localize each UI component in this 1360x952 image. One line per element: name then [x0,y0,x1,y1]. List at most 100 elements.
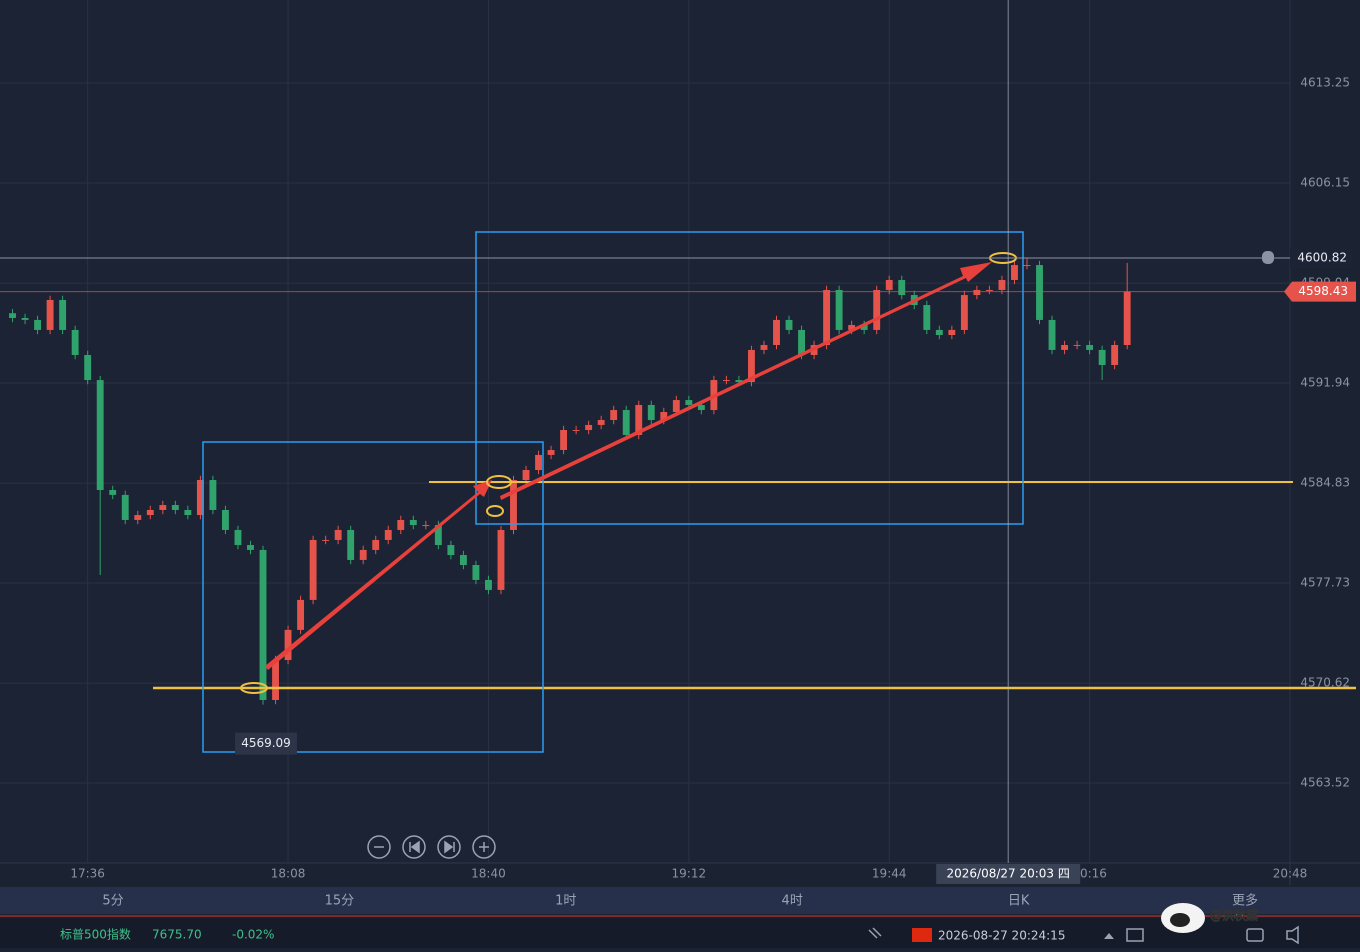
candle-body [848,325,856,330]
zoom-in-button[interactable] [472,835,496,859]
arrow [265,480,492,670]
candle-body [785,319,793,330]
candle-body [59,299,67,330]
next-button[interactable] [437,835,461,859]
last-price-tag [1284,281,1356,302]
symbol-change: -0.02% [232,928,274,942]
x-tick-label: 19:44 [872,867,907,881]
timeframe-tab[interactable]: 15分 [325,894,355,909]
timeframe-tab[interactable]: 4时 [782,894,803,909]
drawings [153,231,1356,753]
symbol-price: 7675.70 [152,928,202,942]
candle-body [159,505,167,510]
timeframe-tab[interactable]: 5分 [102,894,123,909]
x-tick-label: 19:12 [672,867,707,881]
zoom-out-button[interactable] [367,835,391,859]
candle-body [935,329,943,336]
crosshair-label: 2026/08/27 20:03 四 [947,867,1070,881]
candle-body [535,454,542,470]
flag [912,928,932,942]
footer-icons [868,925,1299,945]
candle-body [998,279,1006,290]
candle-body [109,489,117,495]
candle-body [948,329,956,336]
candle-body [510,479,517,530]
arrow [500,262,992,500]
candle-body [134,515,142,520]
candle-body [184,509,192,516]
candle-body [284,629,292,661]
candle-body [622,410,630,435]
symbol-name[interactable]: 标普500指数 [60,927,131,942]
weibo-logo [1170,913,1190,927]
candle-body [485,579,492,590]
candle-body [835,289,843,330]
marker [486,475,512,489]
icon[interactable] [1286,925,1299,945]
timeframe-tabs: 5分 15分 1时 4时 日K 更多 [102,893,1258,909]
high-label-bg [1290,248,1352,269]
footer-bar [0,918,1360,948]
candle-body [34,319,42,330]
timeframe-tab[interactable]: 日K [1008,894,1030,909]
candle-body [1073,345,1081,347]
bell-icon [1262,251,1274,265]
candle-body [873,289,881,330]
candle-body [985,289,993,291]
candle-body [372,539,380,550]
x-tick-label: 20:48 [1273,867,1308,881]
candle-body [685,400,693,405]
watermark: @洪秋黛 [1161,903,1259,933]
candle-body [347,529,355,560]
timeframe-tab[interactable]: 1时 [555,894,576,909]
candle-body [497,529,505,590]
candle-body [209,479,217,510]
candle-body [322,539,330,541]
box [202,441,544,753]
y-tick-label: 4591.94 [1300,376,1350,390]
candle-body [647,404,655,421]
prev-button[interactable] [402,835,426,859]
candle-body [472,565,480,580]
candle-body [422,525,430,527]
expand-icon[interactable] [1104,933,1114,939]
icon[interactable] [1126,928,1144,942]
candle-body [384,529,392,540]
candle-body [397,519,405,530]
candle-body [1111,345,1119,365]
candle-body [748,349,755,383]
candle-body [1098,349,1106,365]
y-tick-label: 4563.52 [1300,776,1350,790]
x-tick-label: 20:16 [1072,867,1107,881]
candle-body [21,317,29,320]
icon[interactable] [1246,928,1264,942]
candle-body [585,424,593,431]
timeframe-tab[interactable]: 更多 [1232,893,1258,909]
candle-body [359,549,367,560]
plot-area [0,0,1290,863]
candle-body [885,279,893,290]
candle-body [1061,345,1069,350]
low-label: 4569.09 [241,736,291,750]
candle-body [960,295,968,330]
candle-body [760,345,768,350]
box [475,231,1024,525]
candle-body [823,289,831,346]
candle-body [9,313,16,318]
candle-body [547,450,555,455]
candle-body [923,305,931,330]
candle-body [898,279,906,296]
candle-body [121,494,129,520]
overlays: 4600.82 4598.43 4569.09 2026/08/27 20:03 四 [0,0,1356,884]
candle-body [1048,319,1056,350]
icon[interactable] [868,927,882,939]
candle-body [973,289,981,296]
crosshair-label-bg [936,864,1081,884]
clock: 2026-08-27 20:24:15 [938,929,1065,943]
candle-body [722,380,730,382]
low-label-bg [235,732,298,755]
candle-body [635,404,643,435]
candle-body [560,430,568,451]
candle-body [84,354,92,381]
watermark-text: @洪秋黛 [1210,909,1258,923]
